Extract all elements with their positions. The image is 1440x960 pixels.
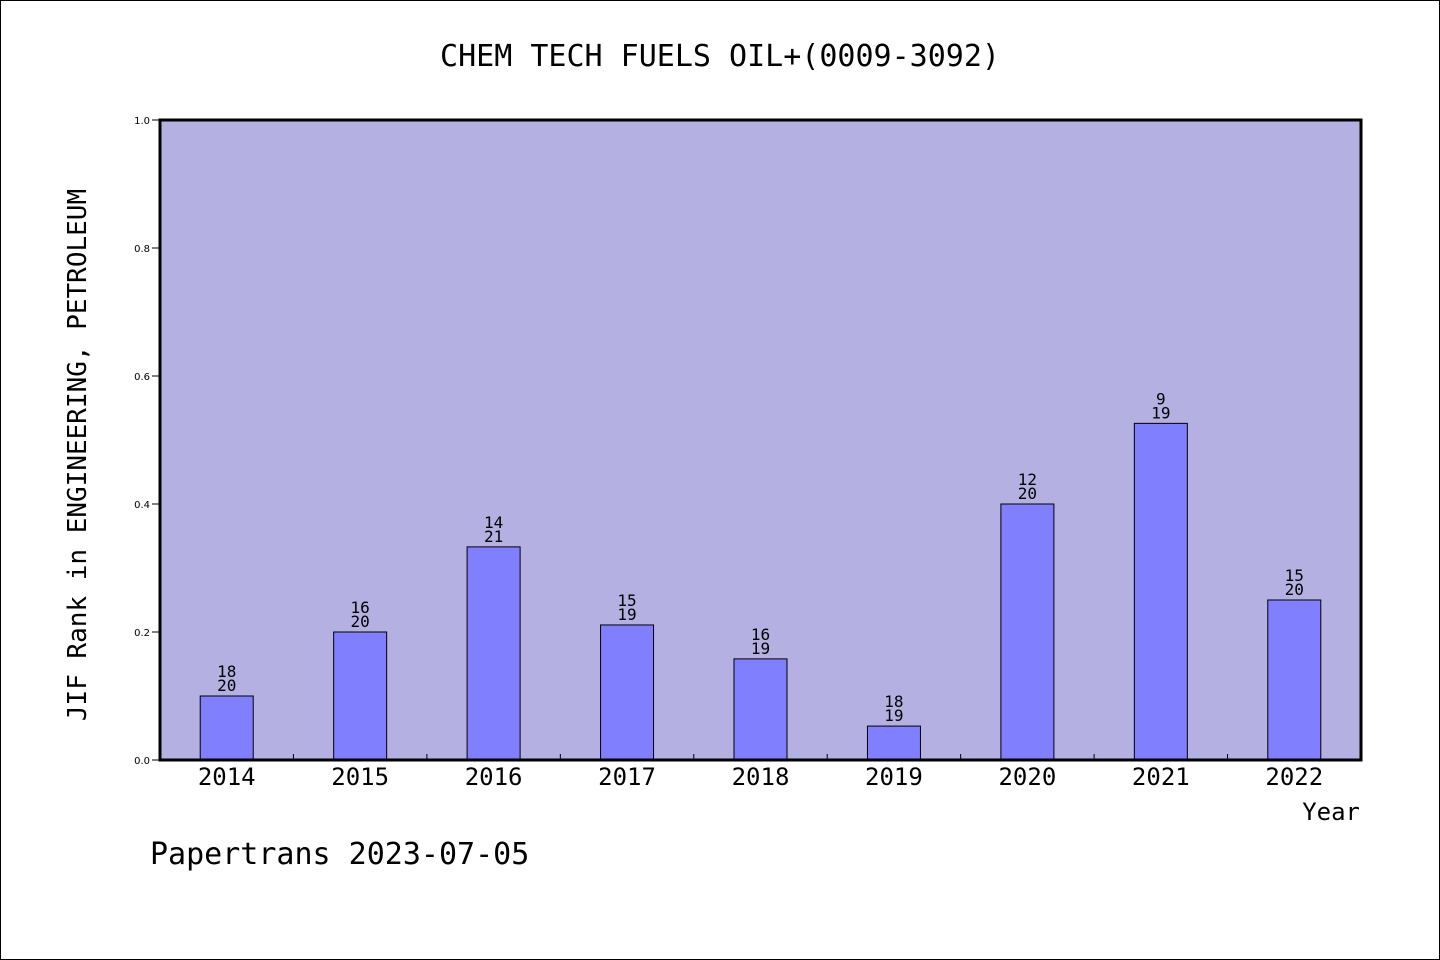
x-tick-label-2017: 2017 xyxy=(598,763,656,791)
chart-title: CHEM TECH FUELS OIL+(0009-3092) xyxy=(440,39,1000,74)
bar-label-total-2020: 20 xyxy=(1018,484,1037,503)
bar-label-rank-2018: 16 xyxy=(751,625,770,644)
x-ticks-group: 2014 2015 2016 2017 2018 2019 2020 2021 2022 xyxy=(198,754,1323,791)
x-tick-label-2018: 2018 xyxy=(732,763,790,791)
x-tick-label-2022: 2022 xyxy=(1265,763,1323,791)
x-tick-label-2015: 2015 xyxy=(331,763,389,791)
bars-group xyxy=(199,422,1322,761)
bar-label-total-2015: 20 xyxy=(351,612,370,631)
bar-label-total-2017: 19 xyxy=(617,605,636,624)
bar-2017 xyxy=(600,624,655,761)
plot-border xyxy=(158,118,1363,762)
bar-label-total-2016: 21 xyxy=(484,527,503,546)
bar-label-total-2019: 19 xyxy=(884,706,903,725)
x-axis-label: Year xyxy=(1302,798,1360,826)
bar-label-rank-2017: 15 xyxy=(617,591,636,610)
bar-2020 xyxy=(1000,503,1055,761)
y-ticks-group: 0.0 0.2 0.4 0.6 0.8 1.0 xyxy=(134,116,160,767)
y-tick-label-0.4: 0.4 xyxy=(134,500,150,511)
bar-2018 xyxy=(733,658,788,761)
bar-label-total-2014: 20 xyxy=(217,676,236,695)
bar-2022 xyxy=(1267,599,1322,761)
y-tick-label-1.0: 1.0 xyxy=(134,116,150,127)
bar-label-rank-2021: 9 xyxy=(1156,389,1166,408)
bar-label-rank-2020: 12 xyxy=(1018,470,1037,489)
x-tick-label-2014: 2014 xyxy=(198,763,256,791)
bar-label-total-2022: 20 xyxy=(1285,580,1304,599)
y-axis-label: JIF Rank in ENGINEERING, PETROLEUM xyxy=(63,189,93,721)
bar-label-total-2018: 19 xyxy=(751,639,770,658)
x-tick-label-2020: 2020 xyxy=(998,763,1056,791)
x-tick-label-2016: 2016 xyxy=(465,763,523,791)
footer-text: Papertrans 2023-07-05 xyxy=(150,837,529,872)
bar-2014 xyxy=(199,695,254,761)
y-tick-label-0.2: 0.2 xyxy=(134,628,150,639)
y-tick-label-0.6: 0.6 xyxy=(134,372,150,383)
y-tick-label-0.8: 0.8 xyxy=(134,244,150,255)
x-tick-label-2019: 2019 xyxy=(865,763,923,791)
bar-label-rank-2019: 18 xyxy=(884,692,903,711)
bar-label-total-2021: 19 xyxy=(1151,403,1170,422)
bar-label-rank-2016: 14 xyxy=(484,513,503,532)
bar-label-rank-2022: 15 xyxy=(1285,566,1304,585)
bar-2021 xyxy=(1133,422,1188,761)
bar-2016 xyxy=(466,546,521,761)
bar-label-rank-2015: 16 xyxy=(351,598,370,617)
bar-label-rank-2014: 18 xyxy=(217,662,236,681)
bar-2015 xyxy=(333,631,388,761)
x-tick-label-2021: 2021 xyxy=(1132,763,1190,791)
y-tick-label-0.0: 0.0 xyxy=(134,756,150,767)
bar-2019 xyxy=(866,725,921,761)
